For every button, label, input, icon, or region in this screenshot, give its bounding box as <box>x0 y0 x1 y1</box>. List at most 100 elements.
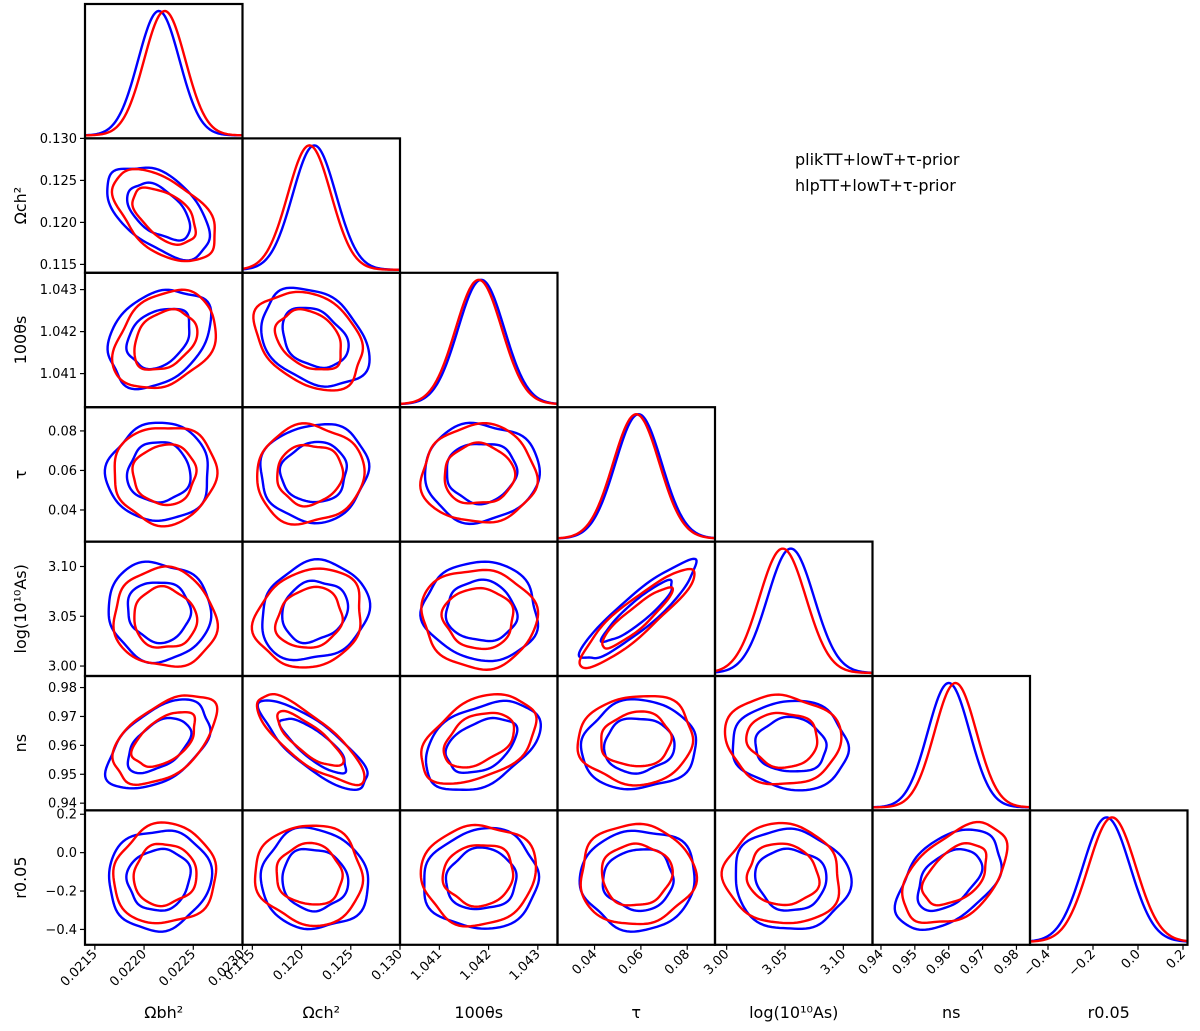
contour-95-hlp <box>720 821 841 925</box>
contour-95-hlp <box>255 692 366 787</box>
y-axis-label-theta: 100θs <box>11 316 30 365</box>
marginal-curve-plik <box>1030 816 1188 943</box>
contour-68-plik <box>125 847 192 912</box>
x-tick-label: 0.2 <box>1164 947 1189 972</box>
marginal-curve-hlp <box>1030 816 1188 943</box>
y-tick-label: 1.043 <box>40 283 77 298</box>
contour-68-hlp <box>443 441 517 505</box>
panel-ns-vs-tau <box>556 674 717 812</box>
contour-95-hlp <box>420 693 538 785</box>
y-axis-label-r: r0.05 <box>11 856 30 898</box>
legend-entry-hlp: hlpTT+lowT+τ-prior <box>795 176 956 195</box>
contour-68-hlp <box>129 711 197 769</box>
y-axis-label-ns: ns <box>11 734 30 752</box>
x-tick-label: 0.0220 <box>107 947 150 990</box>
panel-curves <box>107 821 218 933</box>
panel-logA-vs-logA <box>713 540 874 678</box>
panel-frame <box>713 809 874 946</box>
contour-68-hlp <box>273 585 344 649</box>
contour-95-hlp <box>253 824 365 928</box>
panel-curves <box>577 557 698 670</box>
contour-68-hlp <box>441 844 515 908</box>
marginal-curve-hlp <box>557 412 715 540</box>
x-tick-label: 0.125 <box>320 947 357 984</box>
contour-95-hlp <box>250 567 362 669</box>
contour-68-plik <box>125 441 192 504</box>
contour-95-plik <box>893 828 1003 932</box>
panel-logA-vs-theta <box>398 540 559 678</box>
panel-r-vs-ns <box>871 809 1032 950</box>
legend-entry-plik: plikTT+lowT+τ-prior <box>795 150 960 169</box>
contour-95-hlp <box>578 567 696 670</box>
contour-95-hlp <box>113 427 219 528</box>
panel-tau-vs-tau <box>556 406 717 543</box>
panel-curves <box>400 278 558 406</box>
contour-68-hlp <box>273 308 342 371</box>
contour-68-plik <box>444 716 519 774</box>
panel-logA-vs-tau <box>556 540 717 678</box>
panel-curves <box>420 693 542 791</box>
y-tick-label: 0.08 <box>48 424 77 439</box>
panel-ns-vs-theta <box>398 674 559 812</box>
x-axis-label-r: r0.05 <box>1088 1003 1130 1022</box>
x-axis-label-ns: ns <box>942 1003 960 1022</box>
panel-theta-vs-theta <box>398 271 559 409</box>
contour-95-plik <box>731 699 851 792</box>
panels-group <box>80 2 1189 950</box>
x-tick-label: 0.06 <box>616 947 647 978</box>
contour-68-plik <box>278 440 349 504</box>
x-tick-label: 0.96 <box>923 947 954 978</box>
contour-68-plik <box>445 442 519 506</box>
contour-68-hlp <box>132 842 198 908</box>
contour-95-hlp <box>723 693 843 786</box>
panel-logA-vs-omch2 <box>241 540 402 678</box>
contour-68-hlp <box>601 586 675 650</box>
contour-68-plik <box>281 847 350 913</box>
contour-68-hlp <box>133 307 199 371</box>
x-tick-label: 3.00 <box>701 947 732 978</box>
x-tick-label: 0.04 <box>569 947 600 978</box>
y-tick-label: 0.120 <box>40 216 77 231</box>
panel-curves <box>252 286 371 392</box>
y-tick-label: 0.98 <box>48 681 77 696</box>
contour-68-hlp <box>276 709 345 767</box>
panel-frame <box>83 2 244 140</box>
y-tick-label: 3.05 <box>48 610 77 625</box>
contour-95-hlp <box>252 290 365 392</box>
panel-curves <box>103 421 219 528</box>
contour-95-plik <box>107 829 214 933</box>
contour-95-hlp <box>112 821 218 925</box>
panel-frame <box>83 674 244 812</box>
y-axis-label-omch2: Ωch² <box>11 187 30 225</box>
contour-95-plik <box>103 421 209 522</box>
panel-curves <box>893 820 1009 932</box>
y-axis-label-tau: τ <box>11 470 30 480</box>
panel-curves <box>576 694 698 791</box>
x-tick-label: 1.041 <box>408 947 445 984</box>
x-tick-label: 0.98 <box>991 947 1022 978</box>
x-tick-label: 0.0 <box>1119 947 1144 972</box>
contour-95-hlp <box>576 694 695 787</box>
contour-95-plik <box>579 698 698 791</box>
y-tick-label: 0.125 <box>40 174 77 189</box>
panel-r-vs-theta <box>398 809 559 950</box>
contour-95-plik <box>107 560 213 665</box>
panel-curves <box>419 421 542 526</box>
marginal-curve-hlp <box>715 547 873 675</box>
marginal-curve-plik <box>557 412 715 540</box>
contour-95-plik <box>424 699 542 791</box>
contour-95-plik <box>256 699 369 792</box>
panel-curves <box>250 557 372 669</box>
panel-frame <box>398 271 559 409</box>
contour-95-hlp <box>110 167 216 263</box>
marginal-curve-hlp <box>400 278 558 406</box>
panel-curves <box>715 547 873 675</box>
panel-curves <box>103 694 219 790</box>
contour-68-plik <box>754 715 828 773</box>
x-axis-label-ombh2: Ωbh² <box>144 1003 183 1022</box>
x-tick-label: −0.2 <box>1066 947 1099 980</box>
x-tick-label: −0.4 <box>1021 947 1054 980</box>
y-tick-label: 0.04 <box>48 503 77 518</box>
contour-95-hlp <box>419 422 540 524</box>
contour-95-hlp <box>900 820 1009 925</box>
